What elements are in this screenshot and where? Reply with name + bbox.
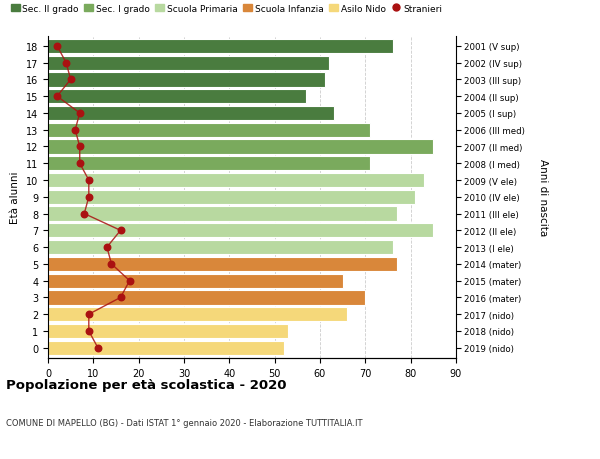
Text: Popolazione per età scolastica - 2020: Popolazione per età scolastica - 2020 [6, 379, 287, 392]
Point [125, 277, 134, 285]
Bar [48, 190, 415, 204]
Point [75, 110, 85, 118]
Point [84, 311, 94, 318]
Y-axis label: Anni di nascita: Anni di nascita [538, 159, 548, 236]
Point [75, 144, 85, 151]
Point [116, 294, 125, 302]
Bar [48, 291, 365, 305]
Bar [48, 157, 370, 171]
Point [84, 328, 94, 335]
Point [116, 227, 125, 235]
Point [70, 127, 80, 134]
Bar [48, 241, 392, 255]
Bar [48, 90, 307, 104]
Point [107, 261, 116, 268]
Bar [48, 308, 347, 322]
Bar [48, 73, 325, 87]
Bar [48, 123, 370, 138]
Point [61, 60, 71, 67]
Point [52, 43, 62, 50]
Y-axis label: Età alunni: Età alunni [10, 171, 20, 224]
Point [66, 77, 76, 84]
Point [102, 244, 112, 251]
Bar [48, 106, 334, 121]
Point [84, 177, 94, 185]
Legend: Sec. II grado, Sec. I grado, Scuola Primaria, Scuola Infanzia, Asilo Nido, Stran: Sec. II grado, Sec. I grado, Scuola Prim… [11, 5, 442, 13]
Point [84, 194, 94, 201]
Point [75, 160, 85, 168]
Bar [48, 140, 433, 154]
Point [79, 210, 89, 218]
Bar [48, 174, 424, 188]
Point [52, 93, 62, 101]
Bar [48, 207, 397, 221]
Bar [48, 341, 284, 355]
Bar [48, 274, 343, 288]
Bar [48, 324, 288, 338]
Bar [48, 39, 392, 54]
Bar [48, 56, 329, 71]
Bar [48, 224, 433, 238]
Point [93, 344, 103, 352]
Bar [48, 257, 397, 271]
Text: COMUNE DI MAPELLO (BG) - Dati ISTAT 1° gennaio 2020 - Elaborazione TUTTITALIA.IT: COMUNE DI MAPELLO (BG) - Dati ISTAT 1° g… [6, 418, 362, 427]
